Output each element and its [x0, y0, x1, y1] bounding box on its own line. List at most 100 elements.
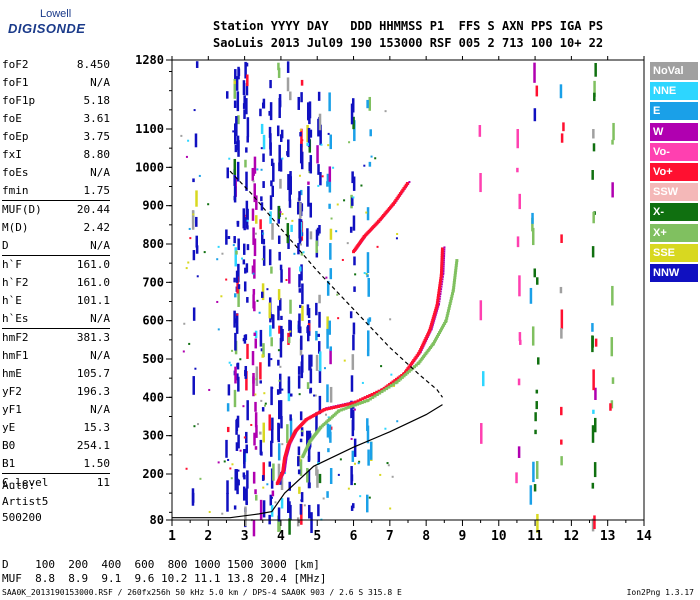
noise-echo [328, 181, 332, 193]
trace-point [409, 368, 413, 372]
trace-point [430, 322, 434, 326]
noise-echo [235, 442, 239, 451]
noise-echo [270, 440, 273, 457]
trace-point [452, 281, 456, 285]
noise-dot [353, 408, 356, 411]
x-tick-label: 14 [636, 529, 652, 544]
noise-echo [612, 122, 615, 141]
noise-echo [233, 389, 237, 408]
noise-dot [207, 203, 210, 206]
trace-point [408, 363, 412, 367]
noise-dot [363, 272, 366, 275]
noise-echo [307, 308, 311, 319]
noise-echo [280, 325, 283, 343]
noise-echo [246, 470, 249, 489]
noise-dot [327, 132, 330, 135]
noise-dot [208, 388, 211, 391]
noise-dot [337, 317, 340, 320]
noise-echo [289, 320, 292, 337]
noise-echo [329, 348, 332, 365]
param-row: yE 15.3 [2, 419, 110, 437]
noise-echo [368, 317, 372, 322]
trace-point [442, 259, 445, 262]
noise-echo [243, 452, 246, 469]
trace-point [419, 358, 423, 362]
noise-echo [233, 158, 237, 176]
noise-echo [300, 252, 304, 256]
noise-dot [217, 245, 220, 248]
muf-value-row: MUF 8.8 8.9 9.1 9.6 10.2 11.1 13.8 20.4 … [2, 572, 327, 585]
noise-dot [350, 437, 353, 440]
noise-echo [560, 133, 564, 143]
noise-echo [593, 92, 596, 102]
noise-echo [235, 469, 239, 485]
trace-point [388, 383, 392, 387]
noise-echo [280, 498, 284, 509]
noise-echo [307, 127, 311, 147]
noise-dot [313, 394, 316, 397]
noise-dot [260, 399, 263, 402]
noise-echo [246, 117, 250, 138]
noise-echo [533, 62, 536, 83]
noise-echo [534, 412, 537, 422]
noise-echo [252, 376, 255, 397]
noise-dot [314, 394, 317, 397]
file-info: SAA0K_2013190153000.RSF / 260fx256h 50 k… [2, 588, 402, 597]
noise-echo [516, 236, 520, 248]
trace-point [431, 342, 435, 346]
noise-dot [180, 134, 183, 137]
noise-echo [350, 400, 353, 419]
x-tick-label: 2 [204, 529, 212, 544]
noise-dot [289, 330, 292, 333]
noise-echo [195, 235, 198, 248]
noise-echo [277, 359, 280, 366]
trace-point [422, 340, 426, 344]
trace-point [384, 385, 388, 389]
noise-dot [274, 501, 277, 504]
noise-echo [253, 183, 256, 203]
param-value: 8.450 [76, 58, 110, 71]
noise-echo [253, 156, 257, 174]
noise-echo [299, 503, 303, 515]
noise-echo [318, 311, 321, 328]
noise-echo [243, 243, 246, 255]
trace-point [366, 398, 370, 402]
trace-point [402, 187, 406, 191]
trace-point [399, 377, 403, 381]
trace-point [356, 402, 360, 406]
noise-dot [396, 232, 399, 235]
noise-echo [235, 419, 238, 435]
trace-point [428, 326, 432, 330]
trace-point [329, 406, 333, 410]
legend-item-ssw: SSW [650, 183, 698, 202]
noise-echo [280, 129, 284, 139]
noise-dot [266, 288, 269, 291]
noise-echo [306, 228, 309, 247]
noise-echo [350, 505, 354, 511]
noise-echo [278, 325, 281, 334]
noise-echo [309, 202, 313, 218]
noise-echo [299, 304, 302, 308]
noise-echo [611, 377, 615, 384]
noise-echo [352, 116, 355, 130]
trace-point [406, 371, 410, 375]
noise-echo [298, 274, 301, 288]
noise-echo [318, 294, 321, 304]
noise-echo [261, 354, 264, 358]
noise-echo [309, 231, 313, 240]
trace-point [436, 332, 440, 336]
x-tick-label: 4 [277, 529, 285, 544]
param-value: N/A [90, 349, 110, 362]
noise-dot [348, 141, 351, 144]
noise-echo [297, 96, 301, 110]
noise-echo [268, 302, 271, 319]
noise-dot [185, 155, 188, 158]
params-separator [2, 255, 110, 256]
noise-dot [324, 413, 327, 416]
trace-point [405, 182, 409, 186]
param-name: yF1 [2, 403, 22, 416]
noise-dot [380, 365, 383, 368]
trace-point [449, 297, 453, 301]
param-value: N/A [90, 239, 110, 252]
params-separator [2, 200, 110, 201]
